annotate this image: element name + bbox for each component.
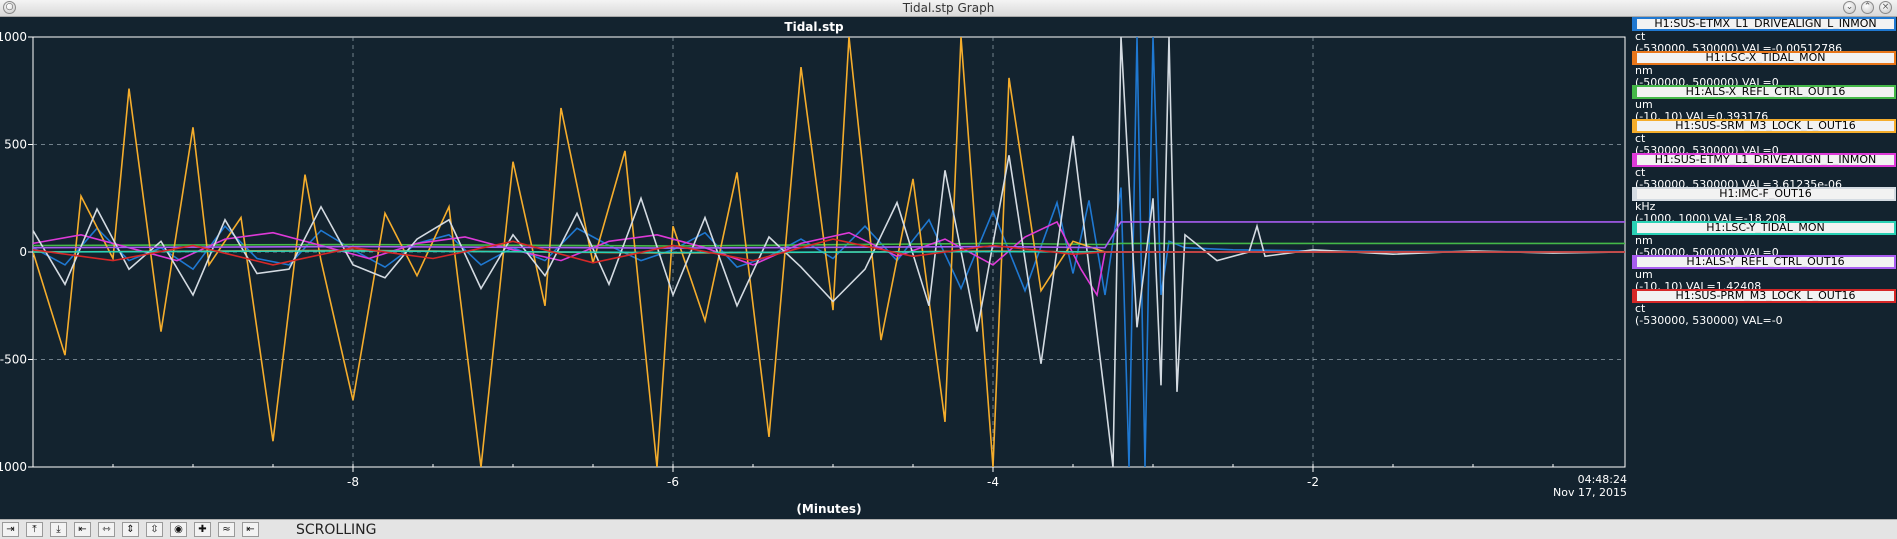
x-tick-label: -6: [667, 475, 679, 489]
legend-channel-name[interactable]: H1:ALS-Y_REFL_CTRL_OUT16: [1632, 255, 1896, 269]
legend-unit: ct: [1635, 132, 1646, 145]
chart-title: Tidal.stp: [784, 20, 844, 34]
y-tick-label: -500: [0, 353, 27, 367]
line-chart[interactable]: -8 -6 -4 -2 1000 500 0 -500 -1000 (Minutes): [0, 17, 1630, 519]
series-line-2: [33, 242, 1625, 247]
scroll-up-icon[interactable]: ⤒: [26, 522, 43, 537]
series-line-8: [33, 238, 1625, 266]
x-tick-label: -8: [347, 475, 359, 489]
y-tick-label: 500: [4, 138, 27, 152]
legend-range: (-530000, 530000) VAL=-0: [1635, 314, 1783, 327]
legend-channel-name[interactable]: H1:ALS-X_REFL_CTRL_OUT16: [1632, 85, 1896, 99]
autoscale-icon[interactable]: ≈: [218, 522, 235, 537]
legend-unit: ct: [1635, 30, 1646, 43]
legend-unit: nm: [1635, 234, 1653, 247]
legend-channel-name[interactable]: H1:SUS-ETMX_L1_DRIVEALIGN_L_INMON: [1632, 17, 1896, 31]
plot-panel: -8 -6 -4 -2 1000 500 0 -500 -1000 (Minutes) Tidal…: [0, 17, 1897, 519]
window-title: Tidal.stp Graph: [902, 1, 995, 15]
expand-horizontal-icon[interactable]: ⇤: [74, 522, 91, 537]
window-menu-icon[interactable]: ○: [3, 1, 16, 14]
legend-unit: um: [1635, 98, 1653, 111]
legend-unit: nm: [1635, 64, 1653, 77]
legend-unit: kHz: [1635, 200, 1656, 213]
legend-channel-name[interactable]: H1:IMC-F_OUT16: [1632, 187, 1896, 201]
compress-horizontal-icon[interactable]: ⇿: [98, 522, 115, 537]
legend-channel-name[interactable]: H1:SUS-ETMY_L1_DRIVEALIGN_L_INMON: [1632, 153, 1896, 167]
scroll-right-icon[interactable]: ⇥: [2, 522, 19, 537]
maximize-icon[interactable]: ⌃: [1861, 1, 1874, 14]
close-icon[interactable]: ×: [1879, 1, 1892, 14]
x-tick-label: -4: [987, 475, 999, 489]
legend-channel-name[interactable]: H1:SUS-SRM_M3_LOCK_L_OUT16: [1632, 119, 1896, 133]
minimize-icon[interactable]: ⌄: [1843, 1, 1856, 14]
legend-item[interactable]: H1:SUS-PRM_M3_LOCK_L_OUT16 ct (-530000, 53…: [1632, 289, 1896, 330]
series-line-7: [33, 221, 1625, 249]
record-icon[interactable]: ◉: [170, 522, 187, 537]
add-icon[interactable]: ✚: [194, 522, 211, 537]
legend-item[interactable]: H1:ALS-X_REFL_CTRL_OUT16 um (-10, 10) VAL=…: [1632, 85, 1896, 126]
legend-unit: um: [1635, 268, 1653, 281]
y-tick-label: 1000: [0, 30, 27, 44]
legend-channel-name[interactable]: H1:SUS-PRM_M3_LOCK_L_OUT16: [1632, 289, 1896, 303]
legend-unit: ct: [1635, 166, 1646, 179]
time-value: 04:48:24: [1577, 473, 1627, 486]
window-titlebar: ○ Tidal.stp Graph ⌄ ⌃ ×: [0, 0, 1897, 17]
legend-unit: ct: [1635, 302, 1646, 315]
date-value: Nov 17, 2015: [1553, 486, 1627, 499]
y-tick-label: -1000: [0, 460, 27, 474]
toolbar: ⇥ ⤒ ⤓ ⇤ ⇿ ⇕ ⇳ ◉ ✚ ≈ ⇤ SCROLLING: [0, 519, 1897, 539]
legend-channel-name[interactable]: H1:LSC-Y_TIDAL_MON: [1632, 221, 1896, 235]
series-line-5: [33, 37, 1625, 467]
x-axis-label: (Minutes): [796, 502, 861, 516]
expand-vertical-icon[interactable]: ⇕: [122, 522, 139, 537]
legend-channel-name[interactable]: H1:LSC-X_TIDAL_MON: [1632, 51, 1896, 65]
series-line-4: [33, 220, 1625, 298]
time-label: 04:48:24 Nov 17, 2015: [1553, 473, 1627, 499]
back-icon[interactable]: ⇤: [242, 522, 259, 537]
x-tick-label: -2: [1307, 475, 1319, 489]
y-tick-label: 0: [19, 245, 27, 259]
mode-label: SCROLLING: [296, 522, 377, 538]
compress-vertical-icon[interactable]: ⇳: [146, 522, 163, 537]
scroll-down-icon[interactable]: ⤓: [50, 522, 67, 537]
